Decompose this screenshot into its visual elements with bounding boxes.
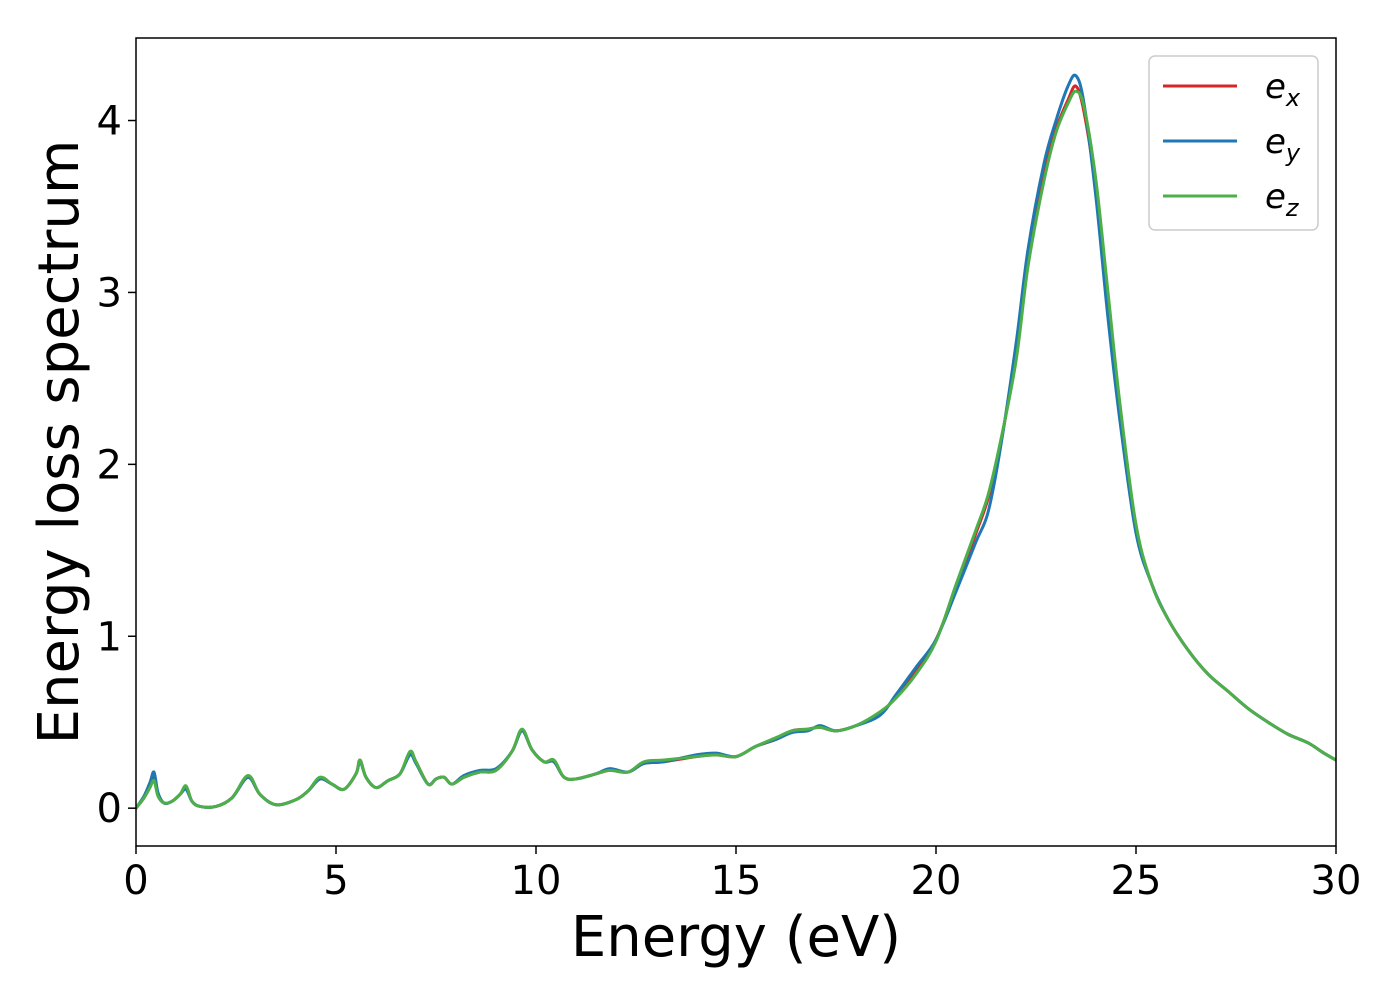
x-axis-ticks: 0 5 10 15 20 25 30 [123,846,1361,904]
legend-label: ey [1265,122,1301,167]
y-tick-label: 0 [97,786,122,832]
y-axis-ticks: 0 1 2 3 4 [97,99,136,832]
y-tick-label: 1 [97,614,122,660]
series-line-z [136,89,1336,810]
legend-label: ez [1265,177,1300,222]
legend: ex ey ez [1148,55,1319,231]
x-tick-label: 5 [323,858,348,904]
legend-label: ex [1265,67,1301,112]
x-tick-label: 20 [911,858,962,904]
legend-item-y: ey [1163,122,1301,167]
y-tick-label: 4 [97,99,122,145]
x-tick-label: 30 [1311,858,1362,904]
legend-item-x: ex [1163,67,1301,112]
y-tick-label: 3 [97,270,122,316]
series-layer [136,73,1336,810]
x-tick-label: 0 [123,858,148,904]
y-axis-title: Energy loss spectrum [27,140,92,745]
x-tick-label: 10 [511,858,562,904]
legend-items: ex ey ez [1163,67,1301,222]
x-tick-label: 25 [1111,858,1162,904]
x-axis-title: Energy (eV) [571,905,901,970]
legend-box [1148,55,1319,231]
legend-item-z: ez [1163,177,1300,222]
x-tick-label: 15 [711,858,762,904]
y-tick-label: 2 [97,442,122,488]
